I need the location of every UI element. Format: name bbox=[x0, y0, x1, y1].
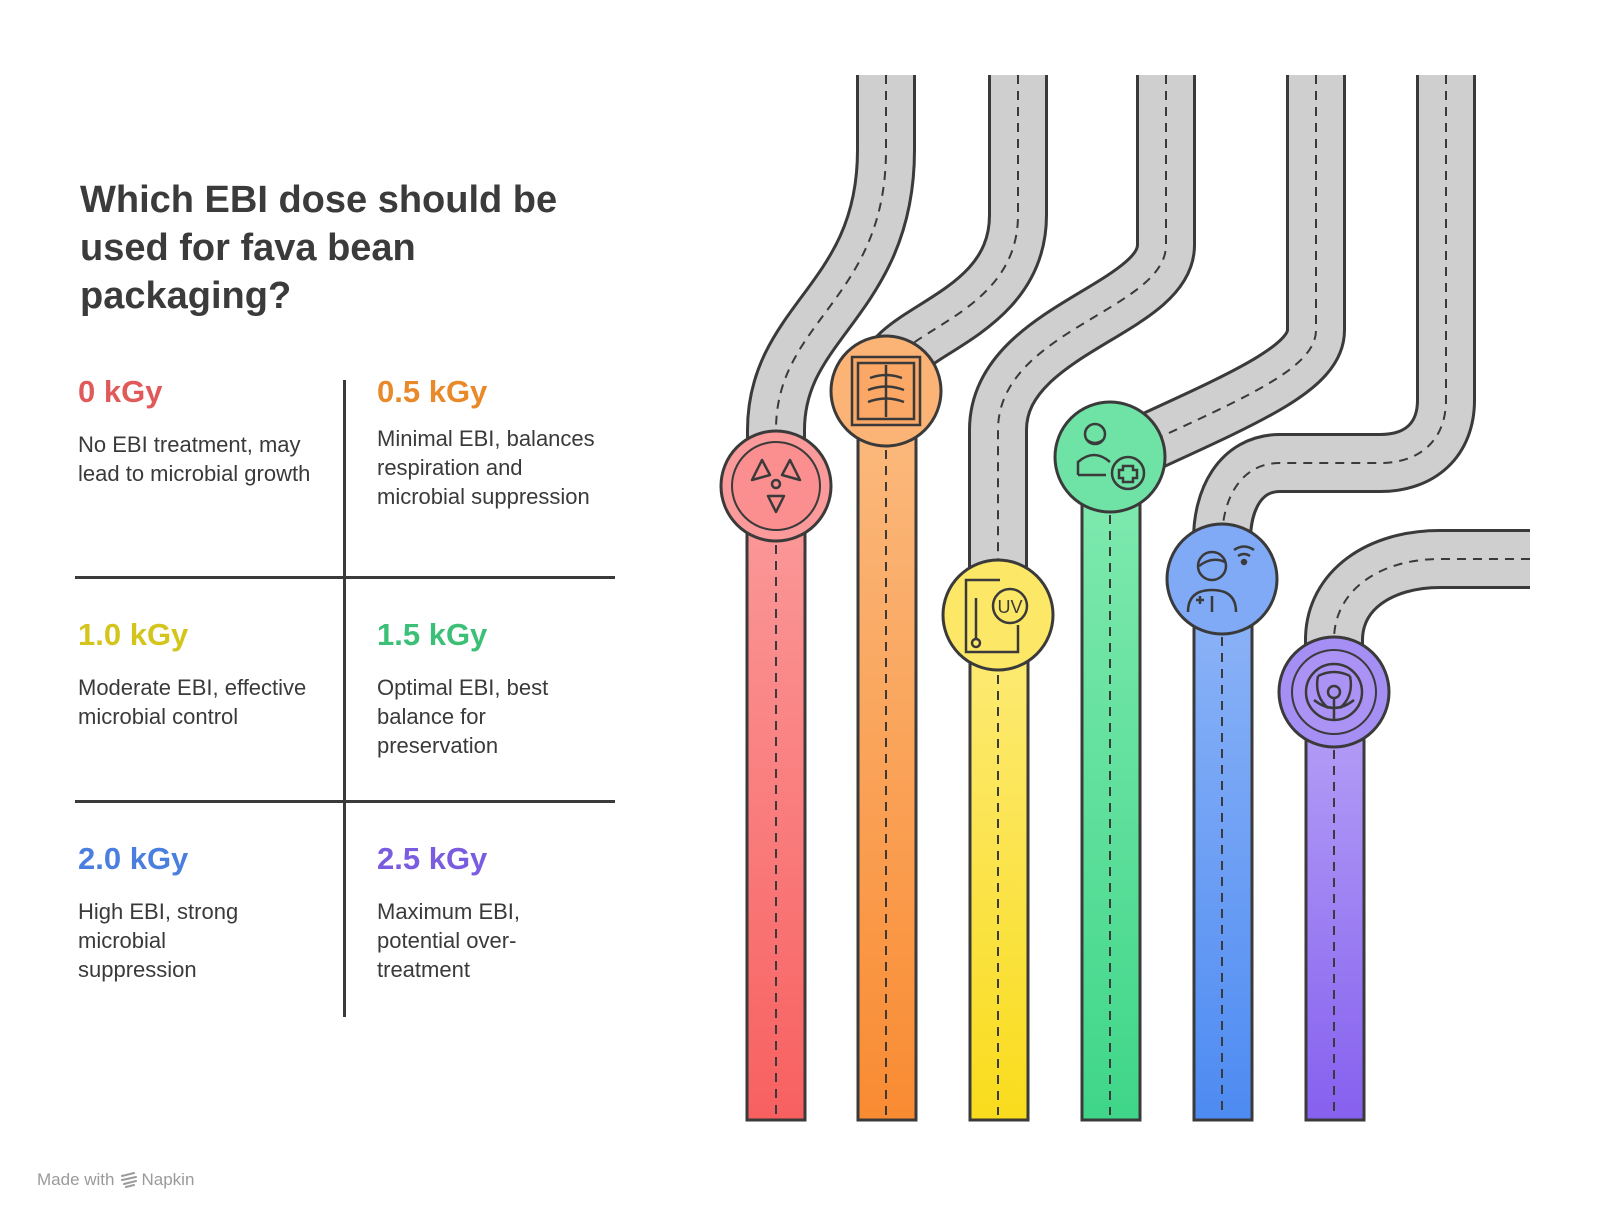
footer-credit: Made with Napkin bbox=[37, 1170, 194, 1190]
node-1 bbox=[829, 334, 943, 448]
dose-description: Optimal EBI, best balance for preservati… bbox=[377, 675, 549, 758]
road-red bbox=[745, 484, 807, 1122]
dose-description: No EBI treatment, may lead to microbial … bbox=[78, 432, 311, 486]
dose-option-3: 1.5 kGy Optimal EBI, best balance for pr… bbox=[377, 617, 577, 760]
uv-thermometer-icon: UV bbox=[964, 578, 1029, 654]
remote-health-icon bbox=[1186, 545, 1255, 613]
napkin-icon bbox=[121, 1172, 138, 1188]
dose-description: Moderate EBI, effective microbial contro… bbox=[78, 675, 307, 729]
node-3 bbox=[1053, 400, 1167, 514]
grid-divider-vertical bbox=[343, 380, 346, 1017]
grid-divider-horizontal bbox=[75, 800, 615, 803]
node-4 bbox=[1165, 522, 1279, 636]
patient-care-icon bbox=[1076, 422, 1146, 491]
grid-divider-horizontal bbox=[75, 576, 615, 579]
roads-diagram: UV bbox=[719, 75, 1530, 1122]
dose-label: 1.0 kGy bbox=[78, 617, 189, 652]
dose-option-5: 2.5 kGy Maximum EBI, potential over-trea… bbox=[377, 841, 552, 984]
dose-label: 0 kGy bbox=[78, 374, 163, 409]
dose-option-1: 0.5 kGy Minimal EBI, balances respiratio… bbox=[377, 374, 607, 511]
dose-label: 0.5 kGy bbox=[377, 374, 488, 409]
made-with-label: Made with bbox=[37, 1170, 115, 1189]
node-0 bbox=[719, 429, 833, 543]
dose-option-4: 2.0 kGy High EBI, strong microbial suppr… bbox=[78, 841, 278, 984]
page-title: Which EBI dose should be used for fava b… bbox=[80, 179, 558, 317]
xray-icon bbox=[850, 355, 922, 427]
dose-label: 2.5 kGy bbox=[377, 841, 488, 876]
road-purple bbox=[1304, 690, 1366, 1122]
dose-label: 2.0 kGy bbox=[78, 841, 189, 876]
dose-option-2: 1.0 kGy Moderate EBI, effective microbia… bbox=[78, 617, 318, 731]
road-blue bbox=[1192, 577, 1254, 1122]
dose-description: Maximum EBI, potential over-treatment bbox=[377, 899, 521, 982]
brand-label: Napkin bbox=[141, 1170, 195, 1189]
dose-grid: 0 kGy No EBI treatment, may lead to micr… bbox=[75, 374, 615, 1020]
road-green bbox=[1080, 455, 1142, 1122]
road-orange bbox=[856, 389, 918, 1122]
road-yellow bbox=[968, 613, 1030, 1122]
dose-description: High EBI, strong microbial suppression bbox=[78, 899, 239, 982]
dose-option-0: 0 kGy No EBI treatment, may lead to micr… bbox=[78, 374, 318, 488]
svg-text:UV: UV bbox=[997, 597, 1022, 617]
dose-description: Minimal EBI, balances respiration and mi… bbox=[377, 426, 595, 509]
biohazard-icon bbox=[1304, 662, 1364, 722]
node-5 bbox=[1277, 635, 1391, 749]
dose-label: 1.5 kGy bbox=[377, 617, 488, 652]
napkin-logo: Napkin bbox=[120, 1170, 194, 1190]
radiation-icon bbox=[750, 458, 802, 514]
node-2: UV bbox=[941, 558, 1055, 672]
